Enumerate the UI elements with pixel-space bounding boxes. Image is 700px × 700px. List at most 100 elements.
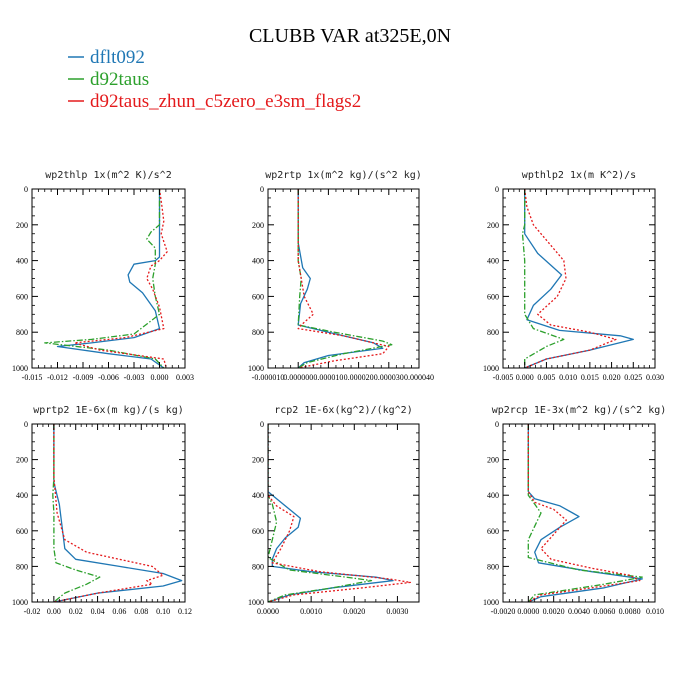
ytick-label-1-5: 1000 — [248, 364, 264, 373]
xtick-label-1-2: 0.000010 — [313, 373, 343, 382]
panel-title-5: wp2rcp 1E-3x(m^2 kg)/(s^2 kg) — [492, 405, 667, 416]
series-0-0 — [56, 189, 165, 368]
ytick-label-4-3: 600 — [252, 527, 264, 536]
xtick-label-0-0: -0.015 — [22, 373, 43, 382]
ytick-label-5-0: 0 — [495, 420, 499, 429]
panel-4: rcp2 1E-6x(kg^2)/(kg^2) 0.0000 0.0010 0.002… — [248, 405, 420, 616]
ytick-label-3-4: 800 — [16, 562, 28, 571]
xtick-label-4-3: 0.0030 — [386, 607, 408, 616]
series-4-0 — [268, 424, 394, 602]
xtick-label-1-3: 0.000020 — [344, 373, 374, 382]
ytick-label-1-3: 600 — [252, 292, 264, 301]
xtick-label-0-6: 0.003 — [176, 373, 194, 382]
panels-grid: wp2thlp 1x(m^2 K)/s^2-0.015 -0.012 -0.009-… — [12, 170, 666, 616]
ytick-label-5-1: 200 — [487, 456, 499, 465]
panel-5: wp2rcp 1E-3x(m^2 kg)/(s^2 kg) -0.0020 0.00… — [483, 405, 666, 616]
xtick-label-0-5: 0.000 — [151, 373, 169, 382]
ytick-label-4-5: 1000 — [248, 598, 264, 607]
xtick-label-1-1: 0.000000 — [283, 373, 313, 382]
xtick-label-3-2: 0.02 — [69, 607, 83, 616]
ytick-label-2-3: 600 — [487, 292, 499, 301]
ytick-label-2-2: 400 — [487, 257, 499, 266]
ytick-label-4-4: 800 — [252, 562, 264, 571]
xtick-label-2-1: 0.000 — [516, 373, 534, 382]
series-5-1 — [527, 424, 643, 602]
xtick-label-3-1: 0.00 — [47, 607, 61, 616]
ytick-label-2-1: 200 — [487, 221, 499, 230]
series-1-1 — [297, 189, 393, 368]
series-2-1 — [521, 189, 565, 368]
ytick-label-5-2: 400 — [487, 491, 499, 500]
series-5-0 — [527, 424, 643, 602]
panel-title-3: wprtp2 1E-6x(m kg)/(s kg) — [33, 405, 184, 416]
axis-frame-4 — [267, 423, 420, 603]
panel-title-2: wpthlp2 1x(m K^2)/s — [522, 170, 636, 181]
ytick-label-0-1: 200 — [16, 221, 28, 230]
legend: dflt092d92tausd92taus_zhun_c5zero_e3sm_f… — [68, 47, 361, 112]
axis-frame-2 — [502, 188, 656, 369]
series-4-2 — [268, 424, 412, 602]
ytick-label-5-5: 1000 — [483, 598, 499, 607]
xtick-label-4-0: 0.0000 — [257, 607, 279, 616]
ytick-label-2-0: 0 — [495, 185, 499, 194]
xtick-label-1-0: -0.000010 — [252, 373, 285, 382]
series-0-2 — [73, 189, 168, 368]
figure-title: CLUBB VAR at325E,0N — [249, 25, 451, 47]
xtick-label-2-2: 0.005 — [537, 373, 555, 382]
ytick-label-5-3: 600 — [487, 527, 499, 536]
xtick-label-3-0: -0.02 — [24, 607, 41, 616]
series-1-2 — [297, 189, 390, 368]
panel-0: wp2thlp 1x(m^2 K)/s^2-0.015 -0.012 -0.009-… — [12, 170, 194, 382]
ytick-label-2-4: 800 — [487, 328, 499, 337]
ytick-label-5-4: 800 — [487, 562, 499, 571]
panel-title-4: rcp2 1E-6x(kg^2)/(kg^2) — [274, 405, 412, 416]
ytick-label-3-1: 200 — [16, 456, 28, 465]
series-3-1 — [52, 424, 101, 602]
xtick-label-0-2: -0.009 — [73, 373, 94, 382]
ytick-label-4-0: 0 — [260, 420, 264, 429]
xtick-label-3-3: 0.04 — [91, 607, 105, 616]
xtick-label-5-3: 0.0040 — [568, 607, 590, 616]
xtick-label-2-0: -0.005 — [493, 373, 514, 382]
ytick-label-2-5: 1000 — [483, 364, 499, 373]
xtick-label-5-0: -0.0020 — [491, 607, 516, 616]
xtick-label-1-5: 0.000040 — [404, 373, 434, 382]
axis-frame-5 — [502, 423, 656, 603]
panel-2: wpthlp2 1x(m K^2)/s -0.005 0.000 0.005 0.010… — [483, 170, 664, 382]
ytick-label-1-0: 0 — [260, 185, 264, 194]
ytick-label-0-2: 400 — [16, 257, 28, 266]
xtick-label-1-4: 0.000030 — [374, 373, 404, 382]
xtick-label-0-3: -0.006 — [98, 373, 119, 382]
panel-3: wprtp2 1E-6x(m kg)/(s kg) -0.02 0.00 0.02 0.… — [12, 405, 192, 616]
xtick-label-3-7: 0.12 — [178, 607, 192, 616]
ytick-label-0-0: 0 — [24, 185, 28, 194]
ytick-label-0-3: 600 — [16, 292, 28, 301]
panel-title-1: wp2rtp 1x(m^2 kg)/(s^2 kg) — [265, 170, 422, 181]
xtick-label-2-7: 0.030 — [646, 373, 664, 382]
xtick-label-2-4: 0.015 — [581, 373, 599, 382]
xtick-label-5-2: 0.0020 — [543, 607, 565, 616]
xtick-label-3-5: 0.08 — [134, 607, 148, 616]
series-2-0 — [524, 189, 634, 368]
series-4-1 — [268, 424, 373, 602]
ytick-label-4-2: 400 — [252, 491, 264, 500]
panel-1: wp2rtp 1x(m^2 kg)/(s^2 kg)-0.0000100.000… — [248, 170, 434, 382]
ytick-label-1-1: 200 — [252, 221, 264, 230]
ytick-label-3-3: 600 — [16, 527, 28, 536]
xtick-label-4-1: 0.0010 — [300, 607, 322, 616]
series-5-2 — [527, 424, 641, 602]
xtick-label-3-4: 0.06 — [112, 607, 126, 616]
xtick-label-5-5: 0.0080 — [619, 607, 641, 616]
series-0-1 — [44, 189, 165, 368]
xtick-label-2-6: 0.025 — [624, 373, 642, 382]
xtick-label-0-1: -0.012 — [47, 373, 68, 382]
xtick-label-4-2: 0.0020 — [343, 607, 365, 616]
ytick-label-0-4: 800 — [16, 328, 28, 337]
series-1-0 — [297, 189, 384, 368]
axis-frame-1 — [267, 188, 420, 369]
xtick-label-5-4: 0.0060 — [593, 607, 615, 616]
xtick-label-2-3: 0.010 — [559, 373, 577, 382]
legend-label-2: d92taus_zhun_c5zero_e3sm_flags2 — [90, 91, 361, 112]
xtick-label-5-6: 0.010 — [646, 607, 664, 616]
